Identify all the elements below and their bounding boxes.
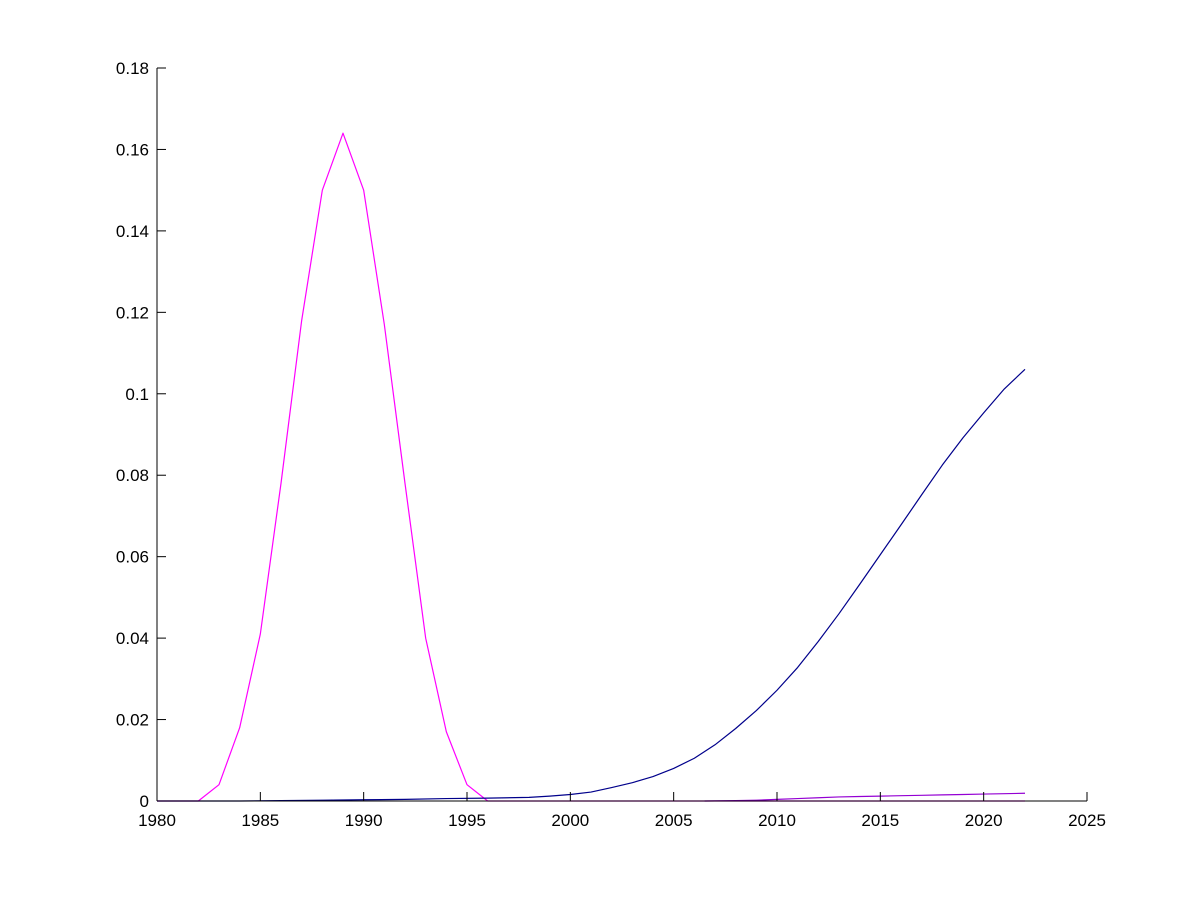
x-ticks: 1980 1985 1990 1995 2000 2005 2010 2015 2020 2025 — [138, 792, 1106, 830]
x-tick-label: 2025 — [1068, 811, 1106, 830]
y-tick-label: 0.1 — [125, 385, 149, 404]
y-tick-label: 0 — [140, 792, 149, 811]
x-tick-label: 2010 — [758, 811, 796, 830]
y-tick-label: 0.04 — [116, 629, 149, 648]
y-tick-label: 0.18 — [116, 59, 149, 78]
y-tick-label: 0.02 — [116, 711, 149, 730]
series-line-1 — [157, 132, 1025, 802]
y-tick-label: 0.06 — [116, 548, 149, 567]
x-tick-label: 1990 — [345, 811, 383, 830]
y-tick-label: 0.12 — [116, 303, 149, 322]
series-layer — [157, 132, 1026, 802]
x-tick-label: 2000 — [551, 811, 589, 830]
y-ticks: 0 0.02 0.04 0.06 0.08 0.1 0.12 0.14 0.16 0.18 — [116, 59, 166, 811]
x-tick-label: 1985 — [241, 811, 279, 830]
x-tick-label: 2015 — [861, 811, 899, 830]
y-tick-label: 0.08 — [116, 466, 149, 485]
x-tick-label: 1980 — [138, 811, 176, 830]
x-tick-label: 1995 — [448, 811, 486, 830]
x-tick-label: 2005 — [655, 811, 693, 830]
x-tick-label: 2020 — [965, 811, 1003, 830]
axes-layer — [156, 68, 1087, 802]
series-line-2 — [157, 368, 1026, 802]
series-line-3 — [704, 792, 1026, 802]
y-tick-label: 0.14 — [116, 222, 149, 241]
y-tick-label: 0.16 — [116, 140, 149, 159]
